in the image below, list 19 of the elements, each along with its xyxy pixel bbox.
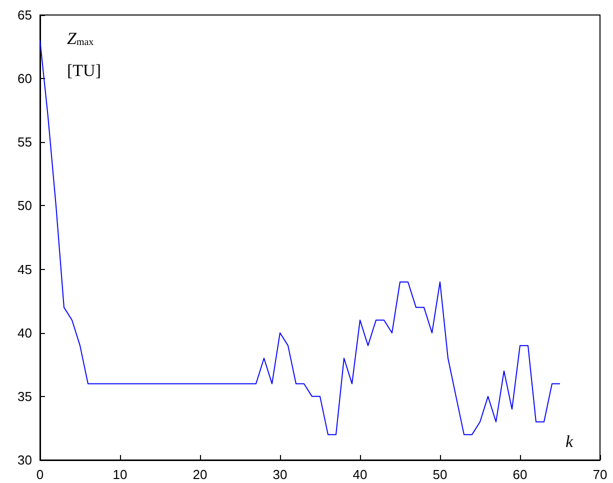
x-tick-label: 50 (432, 467, 448, 482)
x-axis-title: k (565, 432, 574, 451)
annotation: [TU] (67, 61, 101, 80)
y-tick-label: 65 (18, 8, 32, 22)
y-tick-label: 35 (18, 388, 32, 404)
y-tick-label: 30 (18, 452, 32, 468)
x-tick-label: 30 (272, 467, 288, 482)
y-tick-label: 40 (18, 325, 32, 340)
x-tick-label: 0 (36, 467, 44, 482)
x-tick-label: 60 (512, 467, 528, 482)
y-axis-title: Zmax (67, 29, 94, 48)
y-tick-label: 60 (18, 71, 32, 86)
x-tick-label: 70 (592, 467, 608, 482)
y-tick-label: 50 (18, 198, 32, 214)
y-tick-label: 55 (18, 134, 32, 150)
y-tick-label: 45 (18, 262, 32, 277)
x-tick-label: 10 (112, 467, 128, 482)
x-tick-label: 40 (352, 467, 368, 482)
x-tick-label: 20 (192, 467, 208, 482)
